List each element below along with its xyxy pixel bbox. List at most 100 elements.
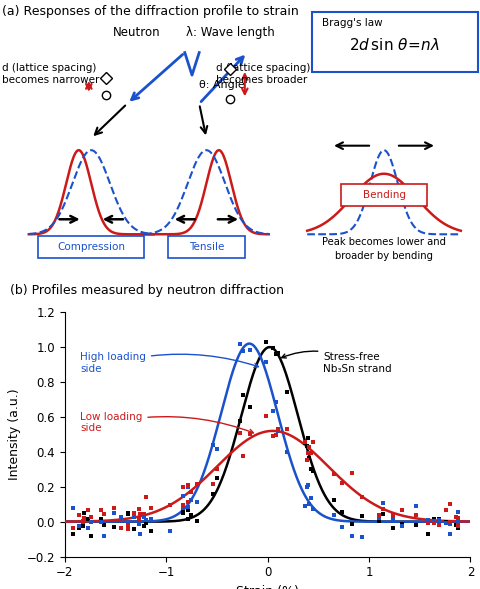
Point bbox=[124, 509, 132, 518]
Point bbox=[135, 504, 143, 514]
X-axis label: Strain (%): Strain (%) bbox=[236, 585, 299, 589]
Point bbox=[430, 519, 437, 528]
Text: Stress-free
Nb₃Sn strand: Stress-free Nb₃Sn strand bbox=[282, 351, 392, 374]
Point bbox=[424, 518, 432, 527]
Point bbox=[79, 517, 87, 526]
Point bbox=[270, 406, 277, 416]
Point bbox=[246, 402, 253, 412]
Point bbox=[184, 515, 192, 524]
Point bbox=[398, 521, 406, 531]
Point bbox=[187, 510, 195, 519]
Point bbox=[240, 346, 247, 356]
Point bbox=[97, 505, 105, 514]
Point bbox=[358, 512, 366, 521]
Point bbox=[435, 515, 443, 524]
Text: d (lattice spacing)
becomes broader: d (lattice spacing) becomes broader bbox=[216, 63, 311, 85]
Point bbox=[272, 397, 279, 406]
Point bbox=[135, 519, 143, 529]
Point bbox=[80, 513, 87, 522]
Point bbox=[75, 523, 83, 532]
Point bbox=[424, 530, 432, 539]
Point bbox=[80, 508, 87, 518]
Point bbox=[124, 522, 132, 532]
Point bbox=[398, 505, 406, 514]
Point bbox=[166, 501, 174, 510]
Point bbox=[184, 506, 192, 515]
Point bbox=[193, 516, 201, 525]
Point bbox=[180, 504, 187, 514]
Point bbox=[179, 508, 187, 518]
Point bbox=[375, 514, 383, 523]
Point bbox=[179, 500, 187, 509]
Point bbox=[184, 502, 192, 512]
Point bbox=[246, 345, 253, 355]
Point bbox=[442, 505, 450, 514]
Point bbox=[97, 514, 105, 524]
Point bbox=[446, 529, 454, 538]
Point bbox=[430, 515, 437, 524]
Point bbox=[87, 532, 95, 541]
Point bbox=[435, 520, 443, 530]
Point bbox=[84, 505, 92, 515]
Text: d (lattice spacing)
becomes narrower: d (lattice spacing) becomes narrower bbox=[2, 63, 100, 85]
Point bbox=[141, 521, 148, 531]
Point bbox=[412, 501, 420, 511]
Point bbox=[309, 438, 317, 447]
Point bbox=[453, 513, 460, 522]
Point bbox=[110, 522, 118, 532]
Point bbox=[101, 520, 108, 530]
Point bbox=[213, 474, 220, 483]
Point bbox=[240, 451, 247, 461]
Point bbox=[236, 416, 244, 425]
Point bbox=[246, 429, 253, 439]
Point bbox=[358, 492, 366, 502]
Point bbox=[187, 495, 195, 505]
Point bbox=[389, 510, 396, 519]
Point bbox=[424, 515, 432, 524]
Point bbox=[454, 518, 462, 527]
Point bbox=[210, 441, 217, 450]
Y-axis label: Intensity (a.u.): Intensity (a.u.) bbox=[8, 389, 21, 480]
Point bbox=[166, 527, 174, 536]
Point bbox=[118, 512, 125, 521]
Point bbox=[110, 508, 118, 518]
Point bbox=[135, 519, 143, 528]
Text: Bending: Bending bbox=[362, 190, 406, 200]
Point bbox=[97, 517, 105, 527]
Point bbox=[262, 411, 269, 421]
Point bbox=[147, 504, 155, 513]
Point bbox=[262, 337, 269, 346]
Point bbox=[305, 454, 312, 463]
Point bbox=[455, 507, 462, 517]
Point bbox=[79, 521, 87, 530]
Point bbox=[118, 512, 125, 521]
Point bbox=[283, 388, 290, 397]
Text: Peak becomes lower and
broader by bending: Peak becomes lower and broader by bendin… bbox=[322, 237, 446, 260]
Point bbox=[338, 478, 346, 488]
Point bbox=[307, 464, 315, 474]
Point bbox=[213, 444, 220, 454]
Point bbox=[272, 430, 279, 439]
Point bbox=[283, 425, 290, 434]
Point bbox=[270, 431, 277, 441]
Text: Bragg's law: Bragg's law bbox=[322, 18, 382, 28]
Text: Neutron: Neutron bbox=[113, 25, 161, 38]
Point bbox=[412, 520, 420, 530]
Point bbox=[180, 482, 187, 491]
Point bbox=[179, 492, 187, 501]
Point bbox=[142, 518, 150, 528]
Point bbox=[446, 529, 454, 538]
Point bbox=[304, 434, 312, 443]
FancyBboxPatch shape bbox=[312, 12, 478, 72]
Point bbox=[210, 479, 217, 488]
Point bbox=[193, 497, 201, 507]
Point bbox=[358, 532, 366, 541]
Point bbox=[446, 519, 454, 528]
Point bbox=[141, 512, 148, 522]
Point bbox=[442, 517, 450, 527]
Point bbox=[135, 514, 143, 524]
Point bbox=[130, 508, 138, 518]
Point bbox=[272, 349, 279, 358]
Point bbox=[375, 516, 383, 525]
Point bbox=[141, 509, 148, 519]
